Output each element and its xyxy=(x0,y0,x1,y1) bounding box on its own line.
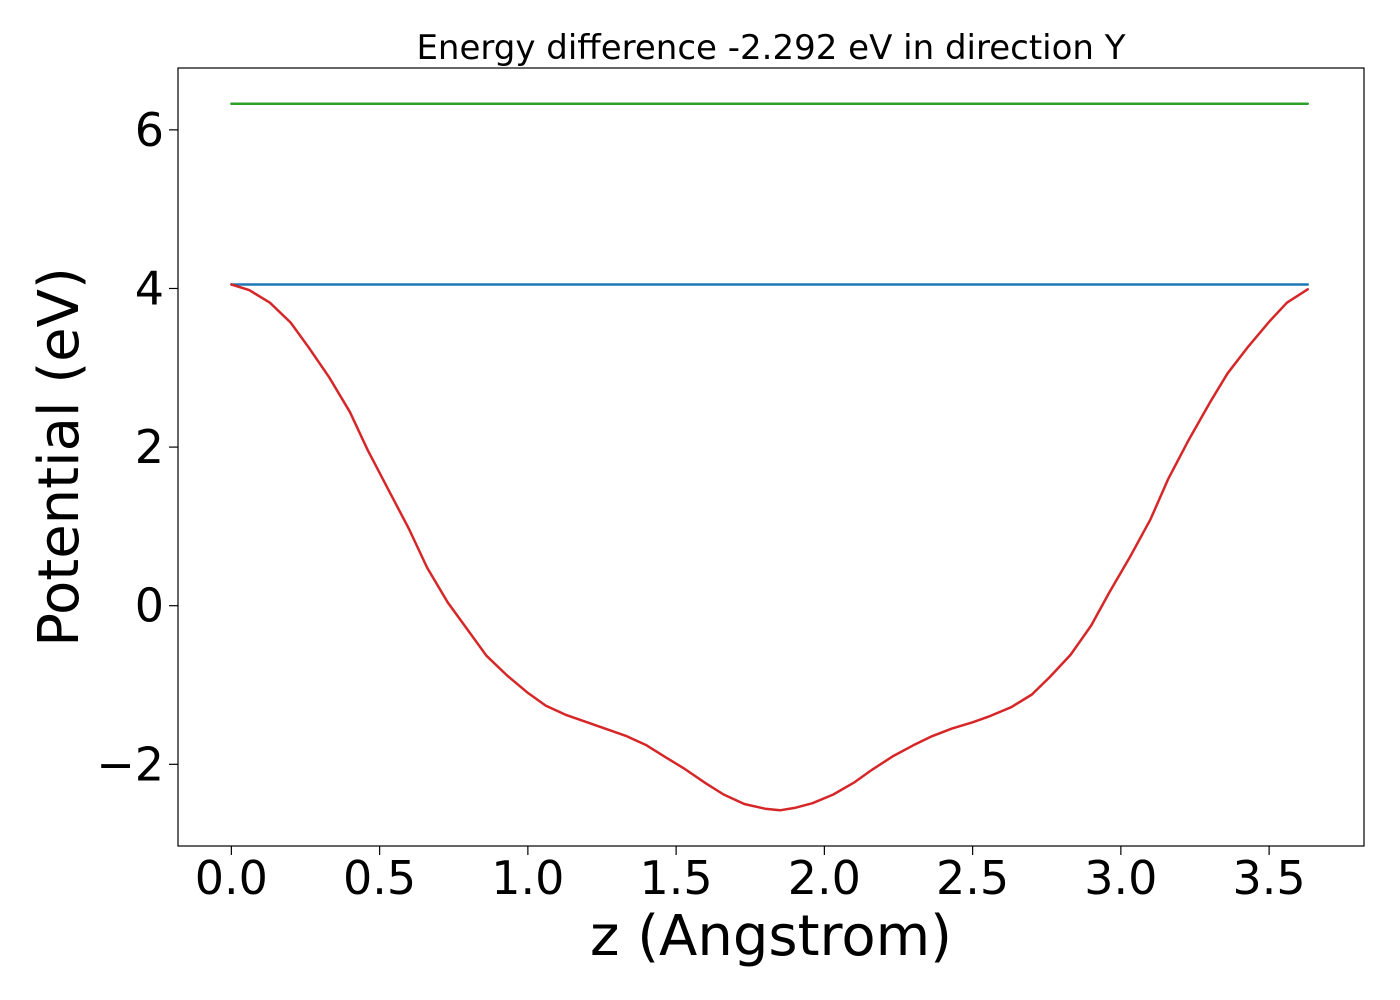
y-tick-label: 6 xyxy=(135,103,164,157)
x-axis-ticks: 0.0 0.5 1.0 1.5 2.0 2.5 3.0 3.5 xyxy=(195,846,1306,905)
y-tick-label: 0 xyxy=(135,579,164,633)
red-potential-curve xyxy=(230,283,1309,812)
x-tick-label: 0.0 xyxy=(195,851,268,905)
x-tick-label: 2.5 xyxy=(936,851,1009,905)
y-tick-label: −2 xyxy=(96,737,164,791)
series-layer xyxy=(230,102,1309,812)
y-axis-label: Potential (eV) xyxy=(27,267,92,647)
y-tick-label: 4 xyxy=(135,261,164,315)
x-tick-label: 1.0 xyxy=(491,851,564,905)
y-tick-label: 2 xyxy=(135,420,164,474)
x-tick-label: 0.5 xyxy=(343,851,416,905)
x-axis-label: z (Angstrom) xyxy=(590,904,952,969)
y-axis-ticks: −2 0 2 4 6 xyxy=(96,103,178,791)
x-tick-label: 3.0 xyxy=(1084,851,1157,905)
x-tick-label: 3.5 xyxy=(1233,851,1306,905)
plot-frame xyxy=(177,67,1365,847)
x-tick-label: 1.5 xyxy=(640,851,713,905)
x-tick-label: 2.0 xyxy=(788,851,861,905)
chart-title: Energy difference -2.292 eV in direction… xyxy=(416,28,1125,68)
